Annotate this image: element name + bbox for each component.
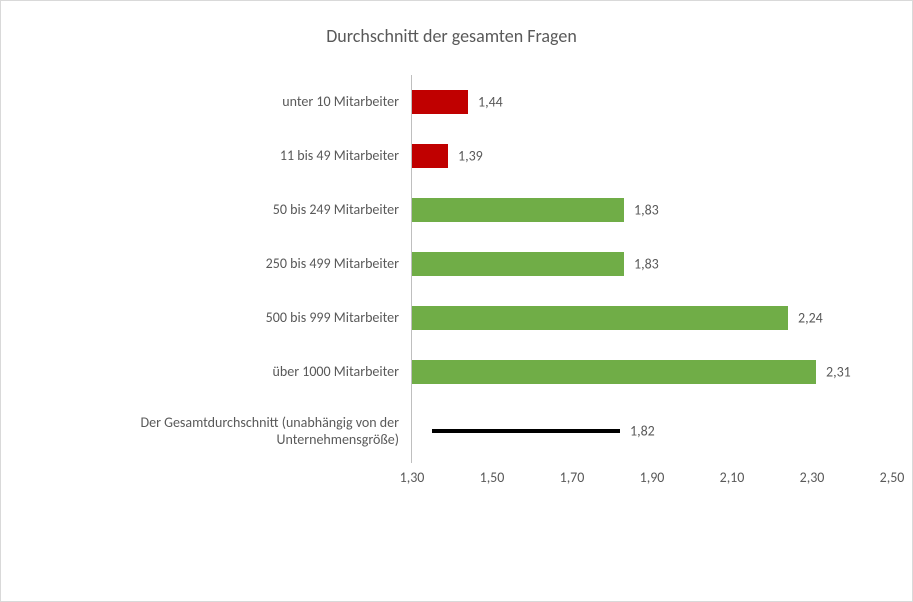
x-tick: 1,30 bbox=[400, 469, 425, 486]
x-axis-ticks: 1,30 1,50 1,70 1,90 2,10 2,30 2,50 bbox=[411, 463, 892, 493]
plot-cell: 1,44 bbox=[411, 75, 892, 129]
category-label: über 1000 Mitarbeiter bbox=[11, 363, 411, 381]
value-label: 2,31 bbox=[826, 364, 851, 381]
x-tick: 2,10 bbox=[720, 469, 745, 486]
bar: 1,83 bbox=[412, 252, 624, 276]
bar: 1,39 bbox=[412, 144, 448, 168]
value-label: 1,83 bbox=[634, 256, 659, 273]
x-axis: 1,30 1,50 1,70 1,90 2,10 2,30 2,50 bbox=[11, 463, 892, 493]
category-label-line1: Der Gesamtdurchschnitt (unabhängig von d… bbox=[11, 414, 399, 432]
x-tick: 2,30 bbox=[800, 469, 825, 486]
bar: 2,31 bbox=[412, 360, 816, 384]
bar-row: über 1000 Mitarbeiter 2,31 bbox=[11, 345, 892, 399]
category-label-line2: Unternehmensgröße) bbox=[11, 431, 399, 449]
value-label: 1,82 bbox=[630, 423, 655, 440]
plot-cell: 2,31 bbox=[411, 345, 892, 399]
x-tick: 2,50 bbox=[880, 469, 905, 486]
category-label-total: Der Gesamtdurchschnitt (unabhängig von d… bbox=[11, 414, 411, 449]
bar-row: unter 10 Mitarbeiter 1,44 bbox=[11, 75, 892, 129]
plot-cell: 1,83 bbox=[411, 183, 892, 237]
x-tick: 1,50 bbox=[480, 469, 505, 486]
value-label: 1,39 bbox=[458, 148, 483, 165]
plot-cell: 2,24 bbox=[411, 291, 892, 345]
plot-cell: 1,83 bbox=[411, 237, 892, 291]
bar-row: 11 bis 49 Mitarbeiter 1,39 bbox=[11, 129, 892, 183]
x-tick: 1,90 bbox=[640, 469, 665, 486]
bar: 1,44 bbox=[412, 90, 468, 114]
category-label: 50 bis 249 Mitarbeiter bbox=[11, 201, 411, 219]
category-label: unter 10 Mitarbeiter bbox=[11, 93, 411, 111]
category-label: 250 bis 499 Mitarbeiter bbox=[11, 255, 411, 273]
total-line: 1,82 bbox=[432, 429, 620, 433]
value-label: 2,24 bbox=[798, 310, 823, 327]
total-row: Der Gesamtdurchschnitt (unabhängig von d… bbox=[11, 399, 892, 463]
chart-title: Durchschnitt der gesamten Fragen bbox=[11, 25, 892, 47]
chart-frame: Durchschnitt der gesamten Fragen unter 1… bbox=[0, 0, 913, 602]
plot-cell: 1,82 bbox=[411, 399, 892, 463]
bar-row: 50 bis 249 Mitarbeiter 1,83 bbox=[11, 183, 892, 237]
category-label: 500 bis 999 Mitarbeiter bbox=[11, 309, 411, 327]
bar-row: 250 bis 499 Mitarbeiter 1,83 bbox=[11, 237, 892, 291]
x-tick: 1,70 bbox=[560, 469, 585, 486]
category-label: 11 bis 49 Mitarbeiter bbox=[11, 147, 411, 165]
plot-cell: 1,39 bbox=[411, 129, 892, 183]
plot-area: unter 10 Mitarbeiter 1,44 11 bis 49 Mita… bbox=[11, 75, 892, 493]
bar: 2,24 bbox=[412, 306, 788, 330]
bar-row: 500 bis 999 Mitarbeiter 2,24 bbox=[11, 291, 892, 345]
value-label: 1,44 bbox=[478, 94, 503, 111]
bar: 1,83 bbox=[412, 198, 624, 222]
value-label: 1,83 bbox=[634, 202, 659, 219]
